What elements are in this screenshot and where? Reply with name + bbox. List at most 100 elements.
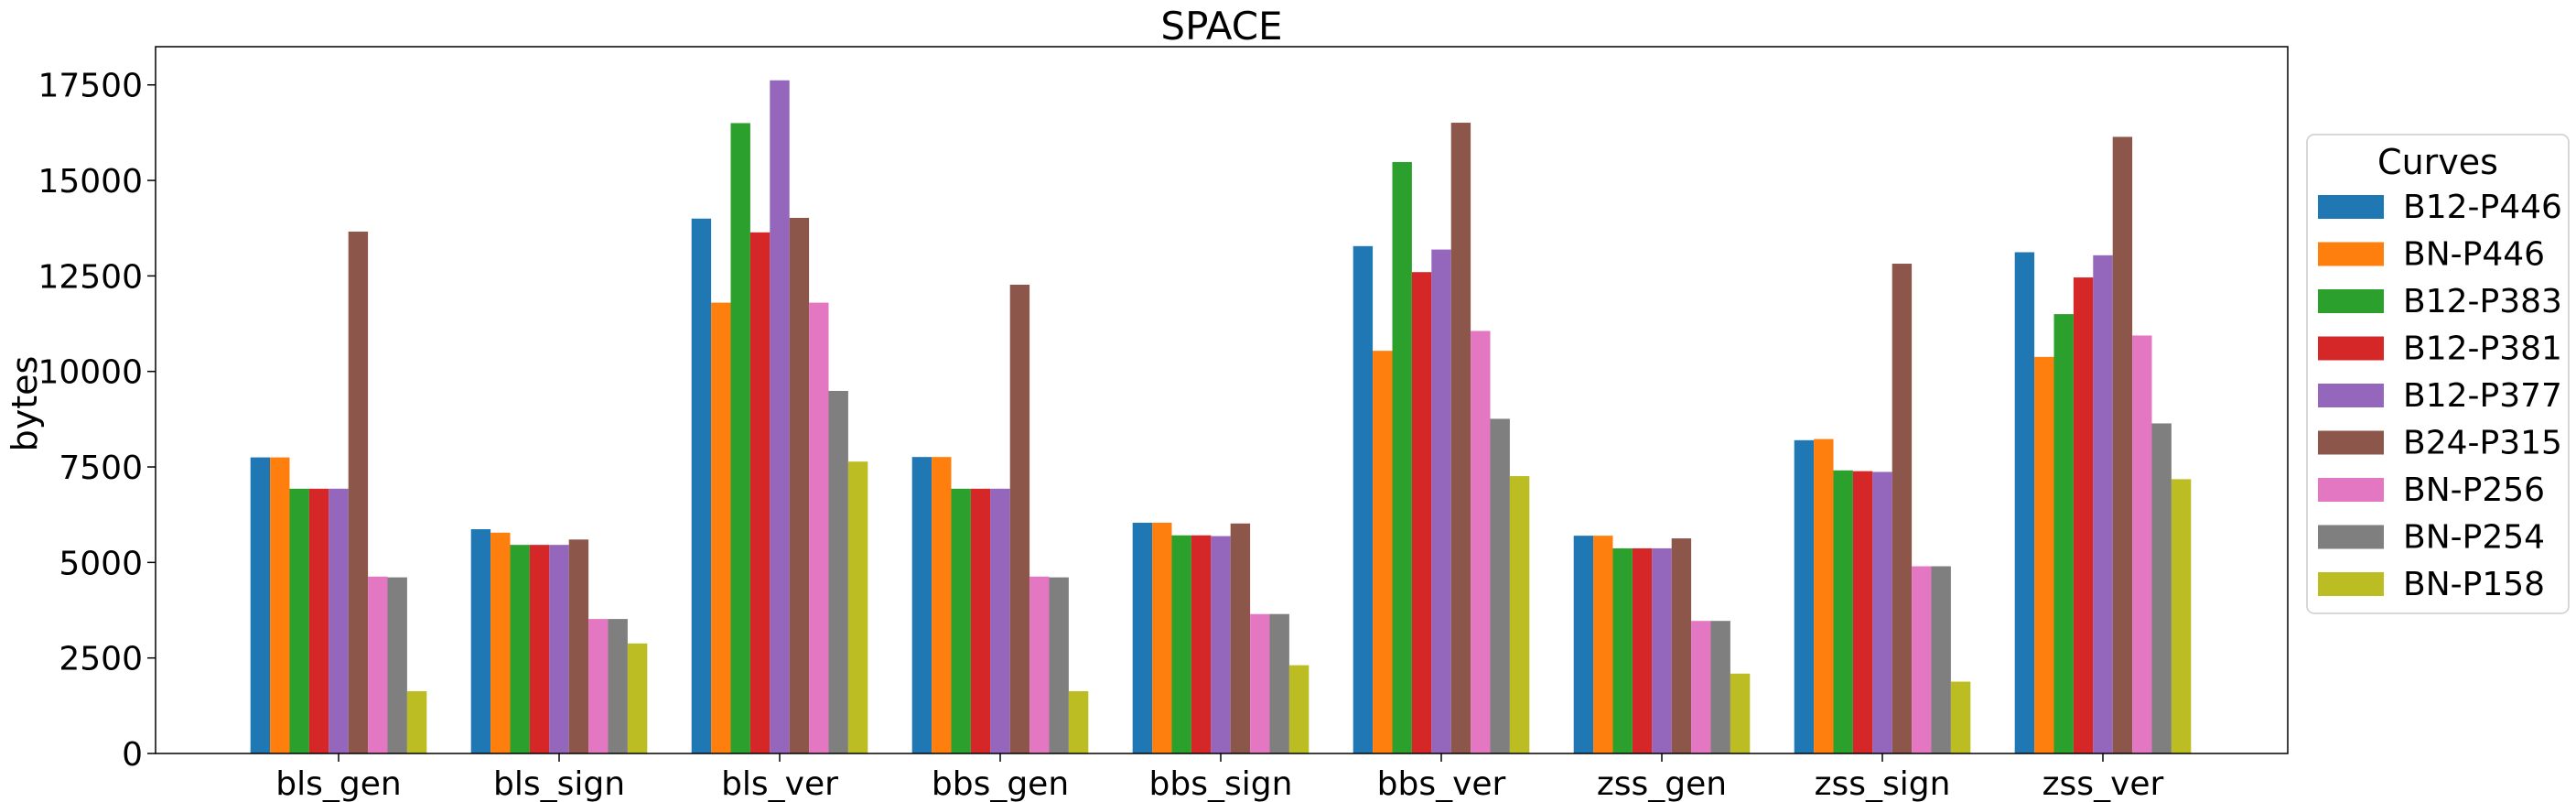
legend-label-B12-P383: B12-P383 [2403, 283, 2562, 320]
legend-swatch-BN-P158 [2318, 572, 2384, 596]
x-tick-label-bbs_ver: bbs_ver [1377, 765, 1506, 802]
bar-bls_gen-BN-P446 [270, 457, 290, 753]
bar-bls_gen-B12-P446 [250, 457, 271, 753]
bar-zss_sign-B12-P377 [1872, 471, 1892, 753]
bar-zss_ver-BN-P158 [2171, 479, 2192, 753]
legend: Curves B12-P446 BN-P446 B12-P383 B12-P381 B1… [2306, 134, 2570, 614]
bars-group [250, 80, 2192, 754]
bar-zss_sign-B12-P381 [1852, 471, 1873, 753]
bar-zss_gen-B12-P377 [1652, 547, 1672, 753]
bar-bbs_sign-B12-P446 [1132, 522, 1153, 753]
x-axis: bls_gen bls_sign bls_ver bbs_gen bbs_sign bbs… [275, 753, 2164, 802]
legend-label-BN-P256: BN-P256 [2403, 471, 2545, 509]
y-tick-label: 12500 [38, 258, 143, 296]
bar-bls_gen-BN-P254 [387, 577, 407, 753]
bar-zss_sign-B24-P315 [1892, 264, 1913, 753]
bar-bls_ver-B12-P381 [749, 232, 771, 753]
x-tick-label-zss_gen: zss_gen [1597, 765, 1727, 802]
bar-zss_gen-BN-P446 [1593, 536, 1613, 753]
bar-bbs_sign-B12-P377 [1211, 536, 1231, 753]
bar-zss_gen-B12-P381 [1632, 547, 1653, 753]
bar-bbs_ver-BN-P446 [1373, 351, 1393, 753]
bar-bls_sign-B12-P377 [549, 545, 569, 753]
bar-bbs_gen-B12-P446 [911, 457, 932, 753]
bar-zss_ver-BN-P256 [2132, 335, 2152, 753]
bar-bbs_ver-B24-P315 [1450, 123, 1471, 754]
bar-bbs_ver-BN-P158 [1509, 476, 1530, 753]
x-tick-label-bbs_gen: bbs_gen [932, 765, 1069, 802]
bar-zss_sign-BN-P256 [1912, 566, 1932, 753]
bar-bbs_sign-B24-P315 [1230, 523, 1251, 753]
bar-bbs_gen-B24-P315 [1009, 284, 1030, 754]
bar-zss_ver-B24-P315 [2112, 136, 2133, 754]
legend-swatch-B12-P446 [2318, 195, 2384, 219]
y-axis-label: bytes [5, 356, 45, 452]
bar-bbs_ver-B12-P383 [1392, 162, 1412, 753]
legend-swatch-B24-P315 [2318, 430, 2384, 455]
bar-zss_sign-BN-P158 [1950, 681, 1971, 753]
x-tick-label-bls_gen: bls_gen [275, 765, 401, 802]
bar-bbs_sign-BN-P256 [1250, 613, 1270, 753]
chart-title: SPACE [1160, 4, 1282, 49]
bar-bls_gen-B24-P315 [348, 231, 369, 754]
bar-bbs_ver-B12-P377 [1431, 249, 1451, 754]
bar-bls_sign-BN-P158 [627, 643, 648, 753]
bar-bls_ver-B24-P315 [789, 217, 810, 753]
bar-zss_ver-BN-P254 [2151, 423, 2172, 753]
bar-bbs_sign-BN-P158 [1288, 665, 1310, 753]
bar-bls_sign-BN-P256 [588, 619, 609, 753]
bar-bls_gen-B12-P381 [308, 488, 329, 753]
bar-bbs_sign-BN-P254 [1269, 613, 1289, 753]
bar-bls_sign-B12-P383 [510, 545, 530, 753]
bar-bbs_gen-BN-P256 [1029, 576, 1050, 753]
legend-label-B24-P315: B24-P315 [2403, 425, 2562, 462]
y-tick-label: 0 [122, 736, 143, 774]
bar-bbs_gen-B12-P381 [970, 488, 991, 753]
bar-bls_sign-B12-P381 [529, 545, 550, 753]
bar-bls_sign-BN-P254 [608, 619, 628, 753]
legend-label-BN-P158: BN-P158 [2403, 566, 2545, 603]
x-tick-label-bls_sign: bls_sign [493, 765, 625, 802]
bar-bls_ver-BN-P256 [809, 302, 829, 753]
bar-bls_ver-B12-P383 [730, 123, 750, 753]
bar-bbs_ver-B12-P381 [1411, 272, 1432, 754]
bar-zss_sign-B12-P446 [1794, 439, 1815, 753]
legend-label-BN-P254: BN-P254 [2403, 519, 2545, 557]
bar-zss_sign-B12-P383 [1833, 470, 1853, 753]
bar-bls_ver-BN-P446 [711, 302, 731, 753]
y-tick-label: 10000 [38, 354, 143, 392]
bar-bbs_gen-BN-P254 [1049, 577, 1069, 753]
bar-bls_gen-B12-P383 [289, 488, 309, 753]
bar-bls_ver-BN-P254 [828, 390, 848, 753]
bar-bbs_ver-BN-P256 [1471, 331, 1491, 753]
y-tick-label: 17500 [38, 68, 143, 105]
bar-bbs_sign-B12-P383 [1171, 535, 1191, 753]
legend-title: Curves [2377, 142, 2498, 182]
bar-bbs_ver-BN-P254 [1490, 418, 1510, 753]
bar-zss_gen-BN-P158 [1730, 673, 1751, 753]
bar-zss_gen-BN-P256 [1691, 621, 1711, 753]
legend-label-BN-P446: BN-P446 [2403, 236, 2545, 274]
x-tick-label-bbs_sign: bbs_sign [1149, 765, 1293, 802]
bar-bbs_gen-BN-P446 [932, 457, 952, 753]
bar-zss_gen-B12-P446 [1573, 536, 1594, 753]
legend-label-B12-P446: B12-P446 [2403, 189, 2562, 226]
legend-label-B12-P381: B12-P381 [2403, 331, 2562, 368]
bar-bls_sign-B24-P315 [568, 539, 589, 753]
legend-swatch-B12-P383 [2318, 289, 2384, 313]
bar-bbs_gen-BN-P158 [1068, 690, 1089, 753]
bar-zss_gen-BN-P254 [1710, 621, 1730, 753]
y-axis: 0 2500 5000 7500 10000 12500 15000 17500 [38, 68, 156, 774]
bar-bls_ver-B12-P377 [770, 80, 790, 754]
x-tick-label-bls_ver: bls_ver [721, 765, 838, 802]
y-tick-label: 15000 [38, 163, 143, 200]
bar-bls_gen-BN-P256 [368, 576, 388, 753]
bar-zss_ver-BN-P446 [2034, 356, 2054, 753]
y-tick-label: 5000 [59, 545, 143, 582]
bar-bbs_sign-B12-P381 [1191, 535, 1212, 753]
bar-bls_ver-BN-P158 [847, 461, 868, 753]
legend-swatch-B12-P377 [2318, 384, 2384, 407]
bar-bbs_gen-B12-P383 [951, 488, 971, 753]
bar-bls_ver-B12-P446 [691, 218, 712, 753]
